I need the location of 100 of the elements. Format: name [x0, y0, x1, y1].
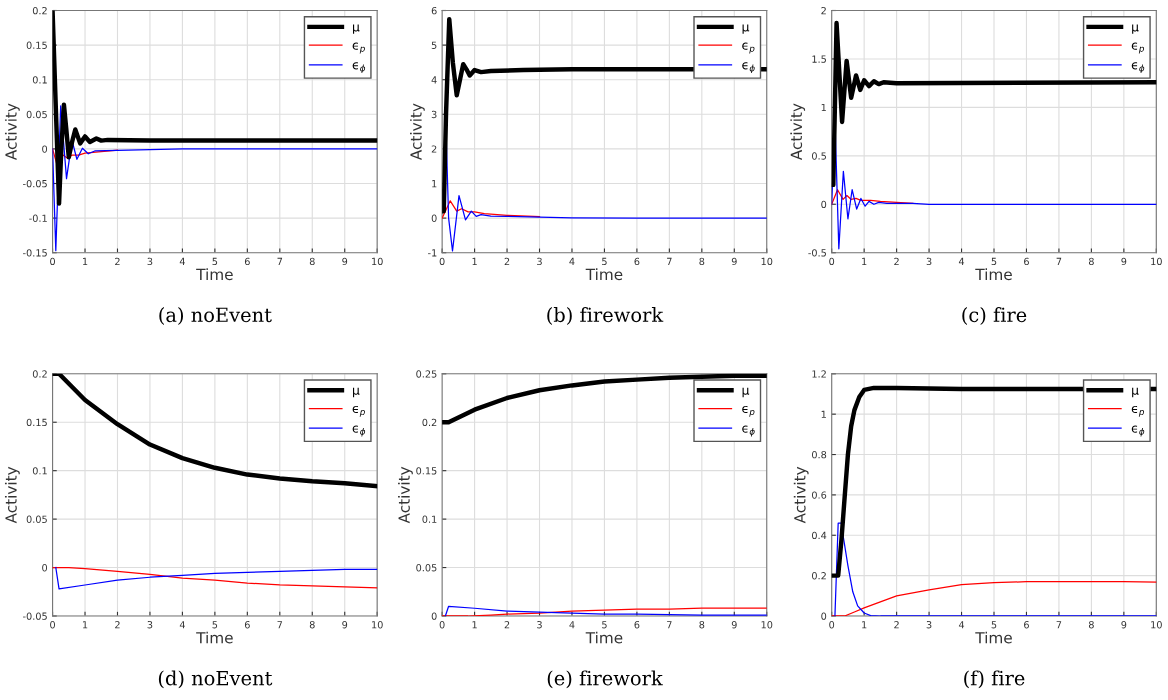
- y-tick-label: 2: [821, 6, 826, 15]
- x-axis-title: Time: [196, 268, 233, 281]
- text: (e) firework: [547, 670, 663, 689]
- y-tick-label: 0.05: [26, 515, 47, 523]
- x-tick-label: 9: [1121, 257, 1127, 266]
- x-tick-label: 9: [731, 621, 737, 629]
- y-axis-title: Activity: [398, 466, 413, 524]
- legend-label: ϵ$_{ϕ}$: [742, 62, 755, 74]
- x-tick-label: 3: [537, 621, 542, 629]
- y-tick-label: 0.15: [26, 41, 47, 49]
- x-tick-label: 9: [731, 257, 737, 266]
- x-tick-label: 5: [991, 621, 997, 629]
- x-tick-label: 7: [277, 257, 283, 265]
- x-tick-label: 4: [179, 257, 185, 265]
- x-tick-label: 9: [342, 621, 348, 629]
- legend-label: μ: [742, 24, 750, 34]
- legend-label: μ: [1132, 387, 1139, 398]
- y-tick-label: 0: [821, 200, 827, 209]
- x-tick-label: 6: [1024, 621, 1029, 629]
- legend-label: ϵ$_{ϕ}$: [1131, 62, 1145, 74]
- x-tick-label: 10: [761, 257, 773, 266]
- y-tick-label: -0.5: [808, 249, 826, 257]
- x-tick-label: 4: [569, 257, 575, 265]
- y-tick-label: 0: [821, 612, 827, 620]
- x-tick-label: 10: [372, 621, 383, 629]
- x-tick-label: 7: [277, 621, 283, 629]
- x-tick-label: 3: [926, 621, 932, 629]
- y-tick-label: 0.05: [26, 110, 47, 119]
- y-axis-title: Activity: [790, 103, 806, 161]
- x-tick-label: 10: [372, 257, 383, 266]
- y-tick-label: 0: [42, 145, 48, 153]
- legend-label: ϵ$_{ϕ}$: [352, 425, 366, 437]
- x-axis-title: Time: [196, 631, 233, 644]
- x-tick-label: 1: [472, 257, 477, 265]
- x-tick-label: 7: [667, 621, 672, 629]
- y-tick-label: 0.2: [32, 6, 47, 15]
- x-tick-label: 5: [602, 621, 607, 629]
- x-tick-label: 8: [1088, 621, 1094, 629]
- y-tick-label: -0.05: [23, 612, 47, 620]
- y-axis-title: Activity: [4, 466, 20, 524]
- line-series: [831, 20, 1157, 188]
- x-tick-label: 0: [439, 621, 445, 629]
- y-tick-label: 0.1: [32, 76, 47, 84]
- legend-label: ϵ$_{p}$: [1131, 405, 1145, 417]
- x-tick-label: 2: [504, 257, 510, 265]
- y-tick-label: 0: [431, 612, 437, 620]
- x-tick-label: 4: [569, 621, 575, 629]
- x-tick-label: 6: [244, 621, 250, 629]
- x-tick-label: 0: [50, 621, 56, 629]
- y-tick-label: 1: [821, 103, 826, 112]
- y-tick-label: 0.15: [416, 467, 437, 475]
- x-axis-title: Time: [585, 631, 623, 644]
- x-tick-label: 2: [894, 257, 899, 265]
- y-tick-label: 0.5: [812, 152, 826, 160]
- x-tick-label: 6: [634, 257, 640, 266]
- x-tick-label: 4: [958, 621, 965, 629]
- y-axis-title: Activity: [793, 466, 809, 524]
- x-tick-label: 0: [829, 621, 835, 629]
- x-tick-label: 3: [147, 621, 153, 629]
- x-tick-label: 1: [862, 257, 867, 265]
- x-tick-label: 1: [862, 621, 867, 629]
- x-tick-label: 7: [1056, 621, 1062, 629]
- x-tick-label: 4: [958, 257, 965, 265]
- x-tick-label: 1: [472, 621, 477, 629]
- y-tick-label: 0.4: [812, 531, 827, 540]
- text: (d) noEvent: [158, 670, 273, 689]
- y-tick-label: 0.8: [812, 451, 827, 459]
- x-tick-label: 0: [439, 257, 445, 266]
- y-tick-label: 0.1: [32, 467, 47, 475]
- y-tick-label: 1.2: [812, 370, 826, 378]
- x-tick-label: 2: [894, 621, 899, 629]
- text: (f) fire: [964, 670, 1025, 689]
- x-tick-label: 8: [309, 621, 315, 629]
- x-tick-label: 3: [926, 257, 932, 266]
- legend-label: ϵ$_{ϕ}$: [1131, 425, 1145, 437]
- y-tick-label: 0.25: [416, 370, 437, 378]
- legend-label: ϵ$_{p}$: [1131, 42, 1145, 54]
- y-tick-label: 0: [42, 564, 48, 572]
- legend-label: ϵ$_{p}$: [742, 42, 755, 54]
- legend-label: ϵ$_{p}$: [352, 42, 365, 54]
- x-tick-label: 2: [504, 621, 510, 629]
- text: (b) firework: [547, 307, 664, 325]
- x-tick-label: 9: [1121, 621, 1127, 629]
- x-tick-label: 3: [147, 257, 153, 266]
- y-tick-label: 0.2: [32, 370, 47, 378]
- text: (a) noEvent: [159, 307, 272, 325]
- legend-label: ϵ$_{ϕ}$: [352, 62, 366, 74]
- y-tick-label: 2: [431, 145, 437, 153]
- legend-label: ϵ$_{ϕ}$: [742, 425, 755, 437]
- y-tick-label: 4: [431, 76, 437, 84]
- y-axis-title: Activity: [410, 103, 425, 161]
- y-tick-label: 0.1: [422, 515, 437, 523]
- x-tick-label: 2: [115, 621, 120, 629]
- legend-label: μ: [353, 387, 360, 398]
- x-tick-label: 8: [1088, 257, 1094, 266]
- y-tick-label: 0.2: [422, 418, 437, 427]
- x-tick-label: 0: [829, 257, 835, 266]
- line-series: [831, 189, 914, 205]
- y-tick-label: 5: [431, 41, 437, 49]
- legend-label: ϵ$_{p}$: [742, 405, 755, 417]
